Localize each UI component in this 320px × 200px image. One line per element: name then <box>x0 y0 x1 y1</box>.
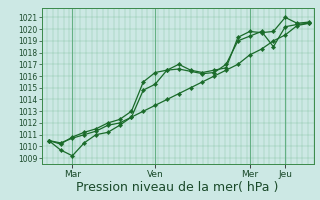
X-axis label: Pression niveau de la mer( hPa ): Pression niveau de la mer( hPa ) <box>76 181 279 194</box>
